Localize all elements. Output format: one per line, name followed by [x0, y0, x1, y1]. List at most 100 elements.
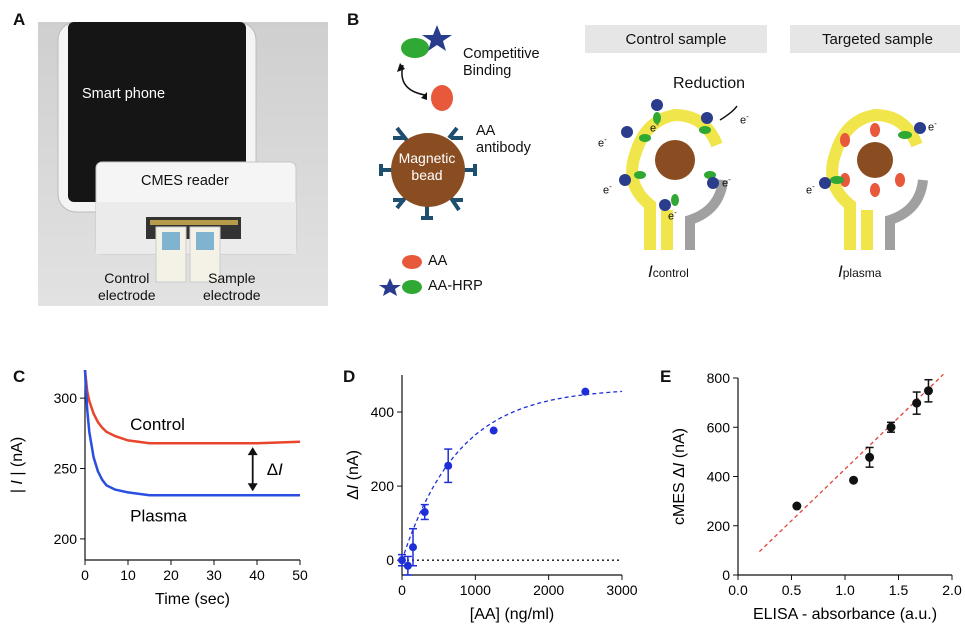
- magnetic-bead-icon: [391, 133, 465, 207]
- electron-e: e: [650, 122, 657, 135]
- electron-e: e: [740, 114, 747, 127]
- chart-c-current-trace: 0 10 20 30 40 50 200 250 300 Time (sec) | I | (nA)…: [9, 369, 308, 608]
- series-line-control: [83, 369, 301, 445]
- legend-aa-label: AA: [428, 253, 448, 269]
- y-axis-label-part: I: [345, 484, 362, 489]
- y-tick-label: 600: [707, 419, 731, 435]
- control-header-bg: [585, 25, 767, 53]
- i-plasma-main: I: [838, 262, 843, 281]
- electron-minus: -: [728, 175, 731, 184]
- data-point: [849, 475, 859, 485]
- y-axis-label-part: cMES Δ: [671, 467, 688, 525]
- series-label-control: Control: [130, 415, 185, 434]
- targeted-header-bg: [790, 25, 960, 53]
- sample-electrode-line2: electrode: [203, 287, 261, 303]
- electron-label: e-: [598, 135, 607, 150]
- x-tick-label: 0.5: [782, 582, 802, 598]
- electron-label: e-: [928, 119, 937, 134]
- i-plasma-sub: plasma: [842, 266, 882, 280]
- aa-molecule-icon: [431, 85, 453, 111]
- electron-label: e-: [740, 112, 749, 127]
- electron-minus: -: [604, 135, 607, 144]
- y-axis-label: cMES ΔI (nA): [671, 428, 688, 525]
- y-axis-label-part: I: [671, 462, 688, 467]
- delta-symbol: Δ: [267, 460, 278, 479]
- electron-e: e: [928, 121, 935, 134]
- legend-hrp-label: AA-HRP: [428, 278, 483, 294]
- data-point: [581, 387, 590, 396]
- competitive-binding-label: Competitive Binding: [463, 46, 540, 80]
- device-illustration: [38, 22, 328, 306]
- y-tick-label: 400: [371, 404, 395, 420]
- chart-e-correlation: 0.0 0.5 1.0 1.5 2.0 0 200 400 600 800 ELISA - abso…: [671, 370, 962, 623]
- panel-label-a: A: [13, 10, 26, 29]
- antibody-label-line1: AA: [476, 123, 496, 139]
- chart-d-calibration: 0 1000 2000 3000 0 200 400 [AA] (ng/ml) ΔI (nA): [345, 375, 638, 623]
- data-point: [444, 461, 453, 470]
- bead-label-line1: Magnetic: [398, 150, 456, 166]
- data-point: [886, 422, 896, 432]
- x-tick-label: 2.0: [942, 582, 962, 598]
- i-control-sub: control: [652, 266, 689, 280]
- reader-label: CMES reader: [141, 173, 229, 189]
- y-tick-label: 0: [722, 567, 730, 583]
- i-control-label: Icontrol: [648, 262, 689, 282]
- device-photo: Smart phone CMES reader Control electrod…: [38, 22, 328, 306]
- phone-label: Smart phone: [82, 86, 166, 102]
- i-plasma-label: Iplasma: [838, 262, 881, 282]
- curved-arrow-icon: [401, 64, 426, 96]
- y-tick-label: 200: [707, 518, 731, 534]
- y-axis-label-part: (nA): [671, 428, 688, 463]
- data-point: [912, 398, 922, 408]
- x-axis-label: [AA] (ng/ml): [470, 606, 554, 623]
- y-tick-label: 300: [54, 390, 78, 406]
- bead-label: Magnetic bead: [386, 150, 468, 184]
- panel-label-b: B: [347, 10, 360, 29]
- delta-arrow-head: [247, 483, 258, 492]
- targeted-sample-header: Targeted sample: [822, 31, 933, 48]
- control-electrode-label: Control electrode: [98, 270, 156, 304]
- y-tick-label: 0: [386, 552, 394, 568]
- x-tick-label: 0: [81, 567, 89, 583]
- electron-e: e: [668, 210, 675, 223]
- legend-star-icon: [379, 278, 401, 296]
- delta-arrow-head: [247, 447, 258, 456]
- sample-electrode-label: Sample electrode: [203, 270, 261, 304]
- y-tick-label: 800: [707, 370, 731, 386]
- bead-label-line2: bead: [411, 167, 443, 183]
- x-tick-label: 10: [120, 567, 136, 583]
- x-tick-label: 0.0: [728, 582, 748, 598]
- electron-e: e: [598, 137, 605, 150]
- electron-e: e: [806, 184, 813, 197]
- reduction-label: Reduction: [673, 75, 746, 92]
- electron-label: e-: [722, 175, 731, 190]
- y-axis-label-part: | (nA): [9, 437, 26, 480]
- competitive-binding-line1: Competitive: [463, 46, 540, 62]
- electron-e: e: [722, 177, 729, 190]
- y-axis-label-part: Δ: [345, 489, 362, 500]
- series-label-plasma: Plasma: [130, 506, 187, 525]
- y-tick-label: 200: [371, 478, 395, 494]
- fit-curve: [401, 390, 623, 561]
- y-tick-label: 250: [54, 461, 78, 477]
- antibody-label-line2: antibody: [476, 140, 531, 156]
- y-axis-label-part: (nA): [345, 450, 362, 485]
- data-point: [403, 561, 412, 570]
- legend-aa-icon: [402, 255, 422, 269]
- panel-label-d: D: [343, 367, 356, 386]
- data-point: [792, 501, 802, 511]
- targeted-electrode-icon: [819, 108, 928, 250]
- control-electrode-icon: [619, 99, 738, 250]
- electron-label: e-: [668, 208, 677, 223]
- electron-label: e-: [650, 120, 659, 135]
- electron-minus: -: [746, 112, 749, 121]
- data-point: [865, 452, 875, 462]
- y-axis-label: ΔI (nA): [345, 450, 362, 500]
- x-tick-label: 50: [292, 567, 308, 583]
- x-tick-label: 40: [249, 567, 265, 583]
- x-axis-label: Time (sec): [155, 591, 230, 608]
- series-line-plasma: [83, 369, 300, 497]
- x-tick-label: 1000: [460, 582, 491, 598]
- arrow-head-icon: [421, 92, 427, 100]
- i-control-main: I: [648, 262, 653, 281]
